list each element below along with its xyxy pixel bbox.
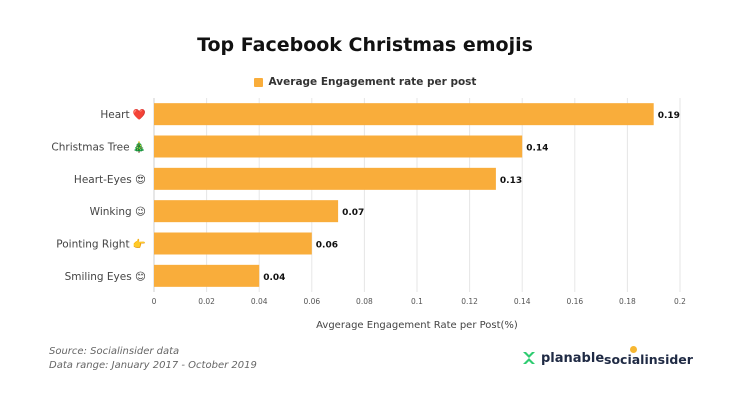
x-tick-label: 0 bbox=[152, 297, 157, 306]
planable-mark-icon bbox=[523, 352, 535, 364]
x-tick-label: 0.04 bbox=[251, 297, 268, 306]
data-label: 0.14 bbox=[526, 144, 548, 154]
x-tick-label: 0.16 bbox=[566, 297, 583, 306]
category-label: Smiling Eyes 😊 bbox=[65, 271, 146, 283]
chart-legend: Average Engagement rate per post bbox=[0, 76, 730, 88]
socialinsider-dot-icon bbox=[630, 346, 637, 353]
category-label: Christmas Tree 🎄 bbox=[51, 141, 146, 154]
footer-notes: Source: Socialinsider data Data range: J… bbox=[49, 345, 257, 373]
data-range-note: Data range: January 2017 - October 2019 bbox=[49, 360, 257, 371]
category-label: Heart-Eyes 😍 bbox=[74, 174, 146, 186]
bar bbox=[154, 103, 654, 126]
planable-logo-text: planable bbox=[541, 350, 605, 366]
x-tick-label: 0.2 bbox=[674, 297, 686, 306]
socialinsider-logo-text: socialinsider bbox=[604, 352, 693, 367]
chart-title: Top Facebook Christmas emojis bbox=[197, 34, 533, 56]
bar bbox=[154, 135, 523, 158]
x-tick-label: 0.02 bbox=[198, 297, 215, 306]
x-tick-label: 0.1 bbox=[411, 297, 423, 306]
data-label: 0.19 bbox=[658, 111, 680, 121]
legend-swatch bbox=[253, 77, 263, 87]
x-tick-label: 0.08 bbox=[356, 297, 373, 306]
source-note: Source: Socialinsider data bbox=[49, 346, 180, 357]
legend-label: Average Engagement rate per post bbox=[268, 76, 477, 88]
category-label: Heart ❤️ bbox=[100, 108, 147, 121]
data-label: 0.06 bbox=[316, 241, 338, 251]
data-label: 0.13 bbox=[500, 176, 522, 186]
socialinsider-logo: socialinsider bbox=[604, 346, 693, 367]
bar bbox=[154, 264, 260, 287]
bar bbox=[154, 167, 496, 190]
bar bbox=[154, 232, 312, 255]
x-axis-label: Avgerage Engagement Rate per Post(%) bbox=[316, 320, 518, 331]
category-label: Pointing Right 👉 bbox=[56, 238, 146, 251]
data-label: 0.04 bbox=[263, 273, 285, 283]
planable-logo: planable bbox=[521, 350, 604, 366]
x-tick-label: 0.06 bbox=[303, 297, 320, 306]
x-tick-label: 0.14 bbox=[514, 297, 531, 306]
category-label: Winking 😉 bbox=[90, 206, 146, 218]
x-tick-label: 0.18 bbox=[619, 297, 636, 306]
bar bbox=[154, 200, 339, 223]
data-label: 0.07 bbox=[342, 208, 364, 218]
x-tick-label: 0.12 bbox=[461, 297, 478, 306]
